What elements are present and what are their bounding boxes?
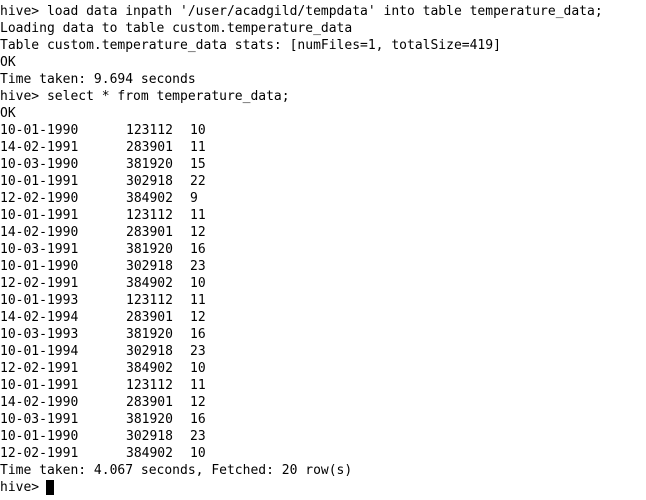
output-line: Loading data to table custom.temperature…: [0, 21, 353, 36]
result-cell: 283901: [126, 310, 173, 325]
result-cell: 16: [190, 242, 206, 257]
result-cell: 10: [190, 446, 206, 461]
result-cell: 381920: [126, 242, 173, 257]
result-cell: 14-02-1994: [0, 310, 79, 325]
result-cell: 10: [190, 276, 206, 291]
result-cell: 14-02-1990: [0, 225, 79, 240]
cursor: [46, 480, 54, 495]
result-cell: 384902: [126, 191, 173, 206]
result-cell: 10: [190, 361, 206, 376]
result-cell: 12: [190, 395, 206, 410]
prompt: hive>: [0, 480, 40, 495]
result-cell: 10-01-1990: [0, 429, 79, 444]
result-cell: 302918: [126, 259, 173, 274]
result-cell: 16: [190, 327, 206, 342]
result-cell: 10-01-1990: [0, 259, 79, 274]
result-cell: 123112: [126, 123, 173, 138]
result-cell: 283901: [126, 140, 173, 155]
result-cell: 11: [190, 140, 206, 155]
result-cell: 123112: [126, 208, 173, 223]
result-cell: 12-02-1990: [0, 191, 79, 206]
result-cell: 10-01-1991: [0, 208, 79, 223]
result-cell: 381920: [126, 412, 173, 427]
result-cell: 10-01-1990: [0, 123, 79, 138]
result-cell: 283901: [126, 225, 173, 240]
result-cell: 384902: [126, 446, 173, 461]
result-cell: 302918: [126, 174, 173, 189]
result-cell: 12-02-1991: [0, 276, 79, 291]
result-cell: 15: [190, 157, 206, 172]
result-cell: 12: [190, 225, 206, 240]
result-cell: 10-03-1990: [0, 157, 79, 172]
result-cell: 22: [190, 174, 206, 189]
result-cell: 302918: [126, 344, 173, 359]
result-cell: 381920: [126, 157, 173, 172]
result-cell: 9: [190, 191, 198, 206]
output-line: hive> select * from temperature_data;: [0, 89, 290, 104]
result-cell: 10-01-1994: [0, 344, 79, 359]
result-cell: 384902: [126, 276, 173, 291]
output-line: Time taken: 4.067 seconds, Fetched: 20 r…: [0, 463, 353, 478]
result-cell: 123112: [126, 293, 173, 308]
output-line: hive> load data inpath '/user/acadgild/t…: [0, 4, 603, 19]
output-line: OK: [0, 55, 16, 70]
result-cell: 10-03-1993: [0, 327, 79, 342]
result-cell: 11: [190, 293, 206, 308]
result-cell: 10-01-1991: [0, 174, 79, 189]
result-cell: 14-02-1991: [0, 140, 79, 155]
result-cell: 23: [190, 344, 206, 359]
result-cell: 11: [190, 378, 206, 393]
result-cell: 123112: [126, 378, 173, 393]
result-cell: 10-01-1991: [0, 378, 79, 393]
result-cell: 384902: [126, 361, 173, 376]
result-cell: 12: [190, 310, 206, 325]
result-cell: 23: [190, 259, 206, 274]
result-cell: 302918: [126, 429, 173, 444]
result-cell: 23: [190, 429, 206, 444]
result-cell: 12-02-1991: [0, 361, 79, 376]
result-cell: 14-02-1990: [0, 395, 79, 410]
result-cell: 381920: [126, 327, 173, 342]
result-cell: 11: [190, 208, 206, 223]
result-cell: 10-03-1991: [0, 242, 79, 257]
result-cell: 10-01-1993: [0, 293, 79, 308]
result-cell: 283901: [126, 395, 173, 410]
output-line: OK: [0, 106, 16, 121]
result-cell: 16: [190, 412, 206, 427]
result-cell: 12-02-1991: [0, 446, 79, 461]
output-line: Table custom.temperature_data stats: [nu…: [0, 38, 501, 53]
result-cell: 10: [190, 123, 206, 138]
output-line: Time taken: 9.694 seconds: [0, 72, 196, 87]
result-cell: 10-03-1991: [0, 412, 79, 427]
